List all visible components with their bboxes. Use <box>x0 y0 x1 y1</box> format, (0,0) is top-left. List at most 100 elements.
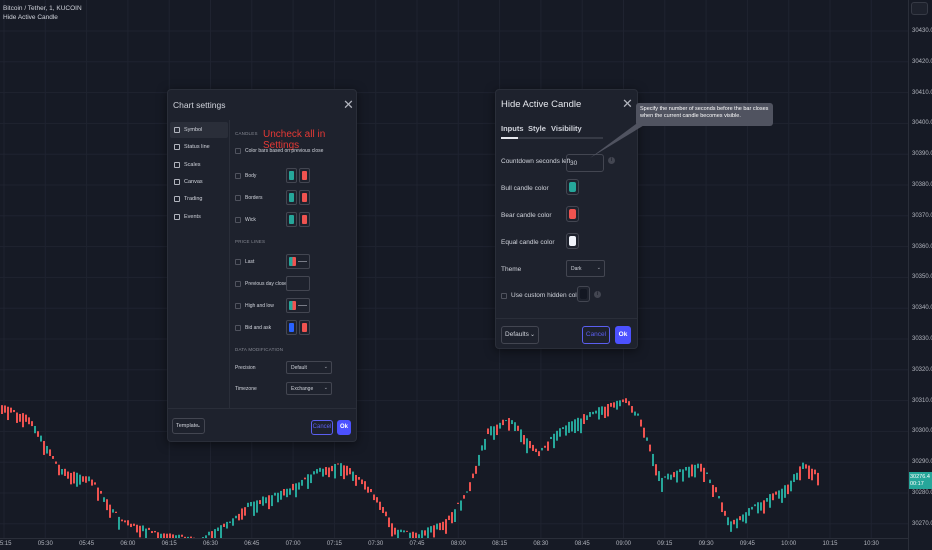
candle <box>55 461 57 464</box>
color-swatch[interactable] <box>286 168 297 183</box>
color-swatches[interactable] <box>286 168 310 183</box>
candle <box>796 472 798 480</box>
color-swatch[interactable] <box>299 212 310 227</box>
ok-button[interactable]: Ok <box>337 420 351 435</box>
candle <box>439 522 441 531</box>
bear-color-swatch[interactable] <box>566 206 579 222</box>
candle <box>292 483 294 491</box>
color-swatch[interactable] <box>286 320 297 335</box>
events-icon <box>174 213 180 220</box>
time-axis[interactable]: 05:15 05:30 05:45 06:00 06:15 06:30 06:45 07:00… <box>0 538 908 550</box>
info-icon[interactable]: i <box>608 157 615 164</box>
close-icon[interactable]: ✕ <box>343 97 354 112</box>
candle <box>607 403 609 417</box>
tooltip-pointer <box>590 124 646 158</box>
candle <box>16 412 18 423</box>
precision-select[interactable]: Default ⌄ <box>286 361 332 374</box>
candle <box>424 530 426 536</box>
body-checkbox[interactable]: Body <box>235 173 256 179</box>
candle <box>724 510 726 516</box>
candle <box>430 526 432 533</box>
equal-color-swatch[interactable] <box>566 233 579 249</box>
color-swatches[interactable] <box>286 276 310 291</box>
color-swatches[interactable] <box>286 298 310 313</box>
wick-checkbox[interactable]: Wick <box>235 217 256 223</box>
sidebar-item-status-line[interactable]: Status line <box>170 139 228 155</box>
sidebar-item-scales[interactable]: Scales <box>170 157 228 173</box>
sidebar-item-symbol[interactable]: Symbol <box>170 122 228 138</box>
theme-select[interactable]: Dark ⌄ <box>566 260 605 277</box>
time-tick: 05:45 <box>79 541 95 547</box>
tab-style[interactable]: Style <box>528 124 546 133</box>
price-tick: 30390.0 <box>912 151 932 158</box>
sidebar-item-canvas[interactable]: Canvas <box>170 174 228 190</box>
chart-menu-button[interactable] <box>911 2 928 15</box>
color-swatches[interactable] <box>286 320 310 335</box>
template-dropdown[interactable]: Template ⌄ <box>172 418 205 434</box>
candle <box>673 472 675 478</box>
color-swatches[interactable] <box>286 190 310 205</box>
time-tick: 10:15 <box>822 541 838 547</box>
high-and-low-checkbox[interactable]: High and low <box>235 303 274 309</box>
candle <box>148 527 150 530</box>
cancel-button[interactable]: Cancel <box>582 326 610 344</box>
candle <box>361 479 363 485</box>
candle <box>433 525 435 538</box>
timezone-select[interactable]: Exchange ⌄ <box>286 382 332 395</box>
candle <box>208 531 210 536</box>
borders-checkbox[interactable]: Borders <box>235 195 263 201</box>
precision-label: Precision <box>235 365 256 371</box>
candle <box>109 504 111 518</box>
bid-and-ask-checkbox[interactable]: Bid and ask <box>235 325 271 331</box>
defaults-dropdown[interactable]: Defaults ⌄ <box>501 326 539 344</box>
previous-day-close-checkbox[interactable]: Previous day close <box>235 281 287 287</box>
tab-inputs[interactable]: Inputs <box>501 124 524 133</box>
color-swatch[interactable] <box>286 190 297 205</box>
color-swatch[interactable] <box>286 212 297 227</box>
candle <box>373 494 375 501</box>
line-style-swatch[interactable] <box>286 276 310 291</box>
candle <box>805 464 807 469</box>
candle <box>514 422 516 432</box>
close-icon[interactable]: ✕ <box>622 96 633 111</box>
candle <box>163 533 165 540</box>
candle <box>331 465 333 472</box>
candle <box>103 497 105 502</box>
info-icon[interactable]: i <box>594 291 601 298</box>
tab-visibility[interactable]: Visibility <box>551 124 582 133</box>
candle <box>244 507 246 516</box>
sidebar-item-trading[interactable]: Trading <box>170 191 228 207</box>
color-swatch[interactable] <box>299 168 310 183</box>
candle <box>793 474 795 483</box>
line-style-swatch[interactable] <box>286 254 310 269</box>
color-swatch[interactable] <box>299 190 310 205</box>
option-label: Borders <box>245 195 263 201</box>
candle <box>775 491 777 495</box>
ok-button[interactable]: Ok <box>615 326 631 344</box>
color-swatches[interactable] <box>286 212 310 227</box>
candle <box>391 523 393 537</box>
candle <box>205 535 207 540</box>
price-tick: 30400.0 <box>912 120 932 127</box>
indicator-settings-dialog: Hide Active Candle ✕ Inputs Style Visibi… <box>495 89 638 349</box>
candle <box>679 469 681 473</box>
custom-hidden-color-checkbox[interactable]: Use custom hidden color <box>501 292 583 299</box>
hidden-color-swatch[interactable] <box>577 286 590 302</box>
price-chart[interactable] <box>0 0 908 540</box>
candle <box>694 464 696 478</box>
color-bars-checkbox[interactable]: Color bars based on previous close <box>235 148 323 154</box>
countdown-input[interactable]: 30 <box>566 154 604 172</box>
candle <box>532 444 534 451</box>
sidebar-item-events[interactable]: Events <box>170 209 228 225</box>
price-axis[interactable]: 30430.0 30420.0 30410.0 30400.0 30390.0 30380… <box>908 0 932 550</box>
line-style-swatch[interactable] <box>286 298 310 313</box>
checkbox-icon <box>235 303 241 309</box>
last-checkbox[interactable]: Last <box>235 259 254 265</box>
candle <box>157 532 159 539</box>
candle <box>235 515 237 519</box>
color-swatches[interactable] <box>286 254 310 269</box>
candle <box>262 496 264 506</box>
cancel-button[interactable]: Cancel <box>311 420 333 435</box>
color-swatch[interactable] <box>299 320 310 335</box>
bull-color-swatch[interactable] <box>566 179 579 195</box>
